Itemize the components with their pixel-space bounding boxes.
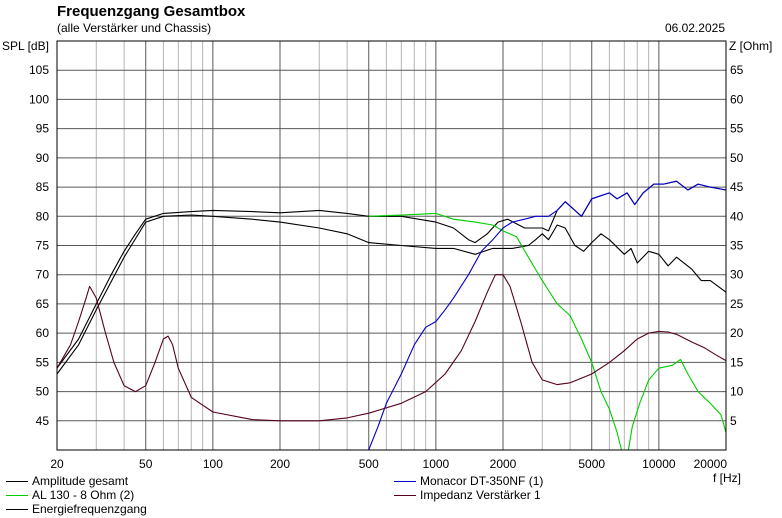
x-tick-label: 1000: [423, 457, 450, 471]
y-tick-left-label: 100: [29, 92, 49, 106]
legend-swatch: [6, 495, 28, 497]
plot-frame: [56, 40, 727, 451]
x-tick-label: 2000: [490, 457, 517, 471]
chart-date: 06.02.2025: [664, 21, 725, 35]
legend-al130: AL 130 - 8 Ohm (2): [6, 488, 134, 502]
y-tick-right-label: 40: [730, 209, 744, 223]
y-tick-right-label: 10: [730, 385, 744, 399]
x-tick-label: 200: [270, 457, 290, 471]
x-tick-label: 20: [50, 457, 64, 471]
y-tick-right-label: 45: [730, 180, 744, 194]
x-tick-label: 5000: [578, 457, 605, 471]
x-tick-label: 10000: [642, 457, 676, 471]
legend-swatch: [394, 495, 416, 497]
y-tick-right-label: 15: [730, 355, 744, 369]
series-line-al130: [368, 212, 727, 451]
y-tick-right-label: 30: [730, 268, 744, 282]
y-tick-right-label: 25: [730, 297, 744, 311]
right-axis-ticks: 5 10 15 20 25 30 35 40 45 50 55 60 65: [730, 63, 744, 428]
y-tick-right-label: 50: [730, 151, 744, 165]
series-line-impedance: [56, 274, 727, 422]
series-layer: [56, 180, 727, 451]
legend-monacor: Monacor DT-350NF (1): [394, 474, 543, 488]
y-tick-left-label: 75: [36, 239, 50, 253]
y-axis-right-label: Z [Ohm]: [729, 39, 772, 53]
series-line-energy: [56, 214, 727, 375]
y-tick-right-label: 65: [730, 63, 744, 77]
y-tick-left-label: 55: [36, 355, 50, 369]
legend-swatch: [394, 481, 416, 483]
legend-energy: Energiefrequenzgang: [6, 502, 147, 516]
x-tick-label: 50: [139, 457, 153, 471]
x-tick-label: 20000: [694, 457, 728, 471]
y-tick-right-label: 55: [730, 122, 744, 136]
y-tick-left-label: 85: [36, 180, 50, 194]
legend-swatch: [6, 509, 28, 511]
chart-subtitle: (alle Verstärker und Chassis): [57, 21, 212, 35]
y-tick-left-label: 80: [36, 209, 50, 223]
legend-swatch: [6, 481, 28, 483]
y-tick-right-label: 35: [730, 239, 744, 253]
y-tick-left-label: 60: [36, 326, 50, 340]
chart-title: Frequenzgang Gesamtbox: [57, 3, 246, 20]
y-tick-left-label: 50: [36, 385, 50, 399]
y-tick-left-label: 65: [36, 297, 50, 311]
x-tick-label: 500: [359, 457, 379, 471]
y-tick-right-label: 60: [730, 92, 744, 106]
y-tick-left-label: 90: [36, 151, 50, 165]
left-axis-ticks: 45 50 55 60 65 70 75 80 85 90 95 100 105: [29, 63, 49, 428]
legend-impedance: Impedanz Verstärker 1: [394, 488, 541, 502]
x-tick-label: 100: [203, 457, 223, 471]
y-tick-left-label: 45: [36, 414, 50, 428]
y-tick-left-label: 95: [36, 122, 50, 136]
major-grid: [57, 41, 726, 450]
y-axis-left-label: SPL [dB]: [2, 39, 49, 53]
y-tick-right-label: 20: [730, 326, 744, 340]
y-tick-right-label: 5: [730, 414, 737, 428]
legend-amplitude: Amplitude gesamt: [6, 474, 128, 488]
x-axis-ticks: 20 50 100 200 500 1000 2000 5000 10000 20000: [50, 457, 727, 471]
series-line-monacor: [368, 180, 727, 451]
y-tick-left-label: 70: [36, 268, 50, 282]
x-axis-label: f [Hz]: [713, 471, 741, 485]
y-tick-left-label: 105: [29, 63, 49, 77]
